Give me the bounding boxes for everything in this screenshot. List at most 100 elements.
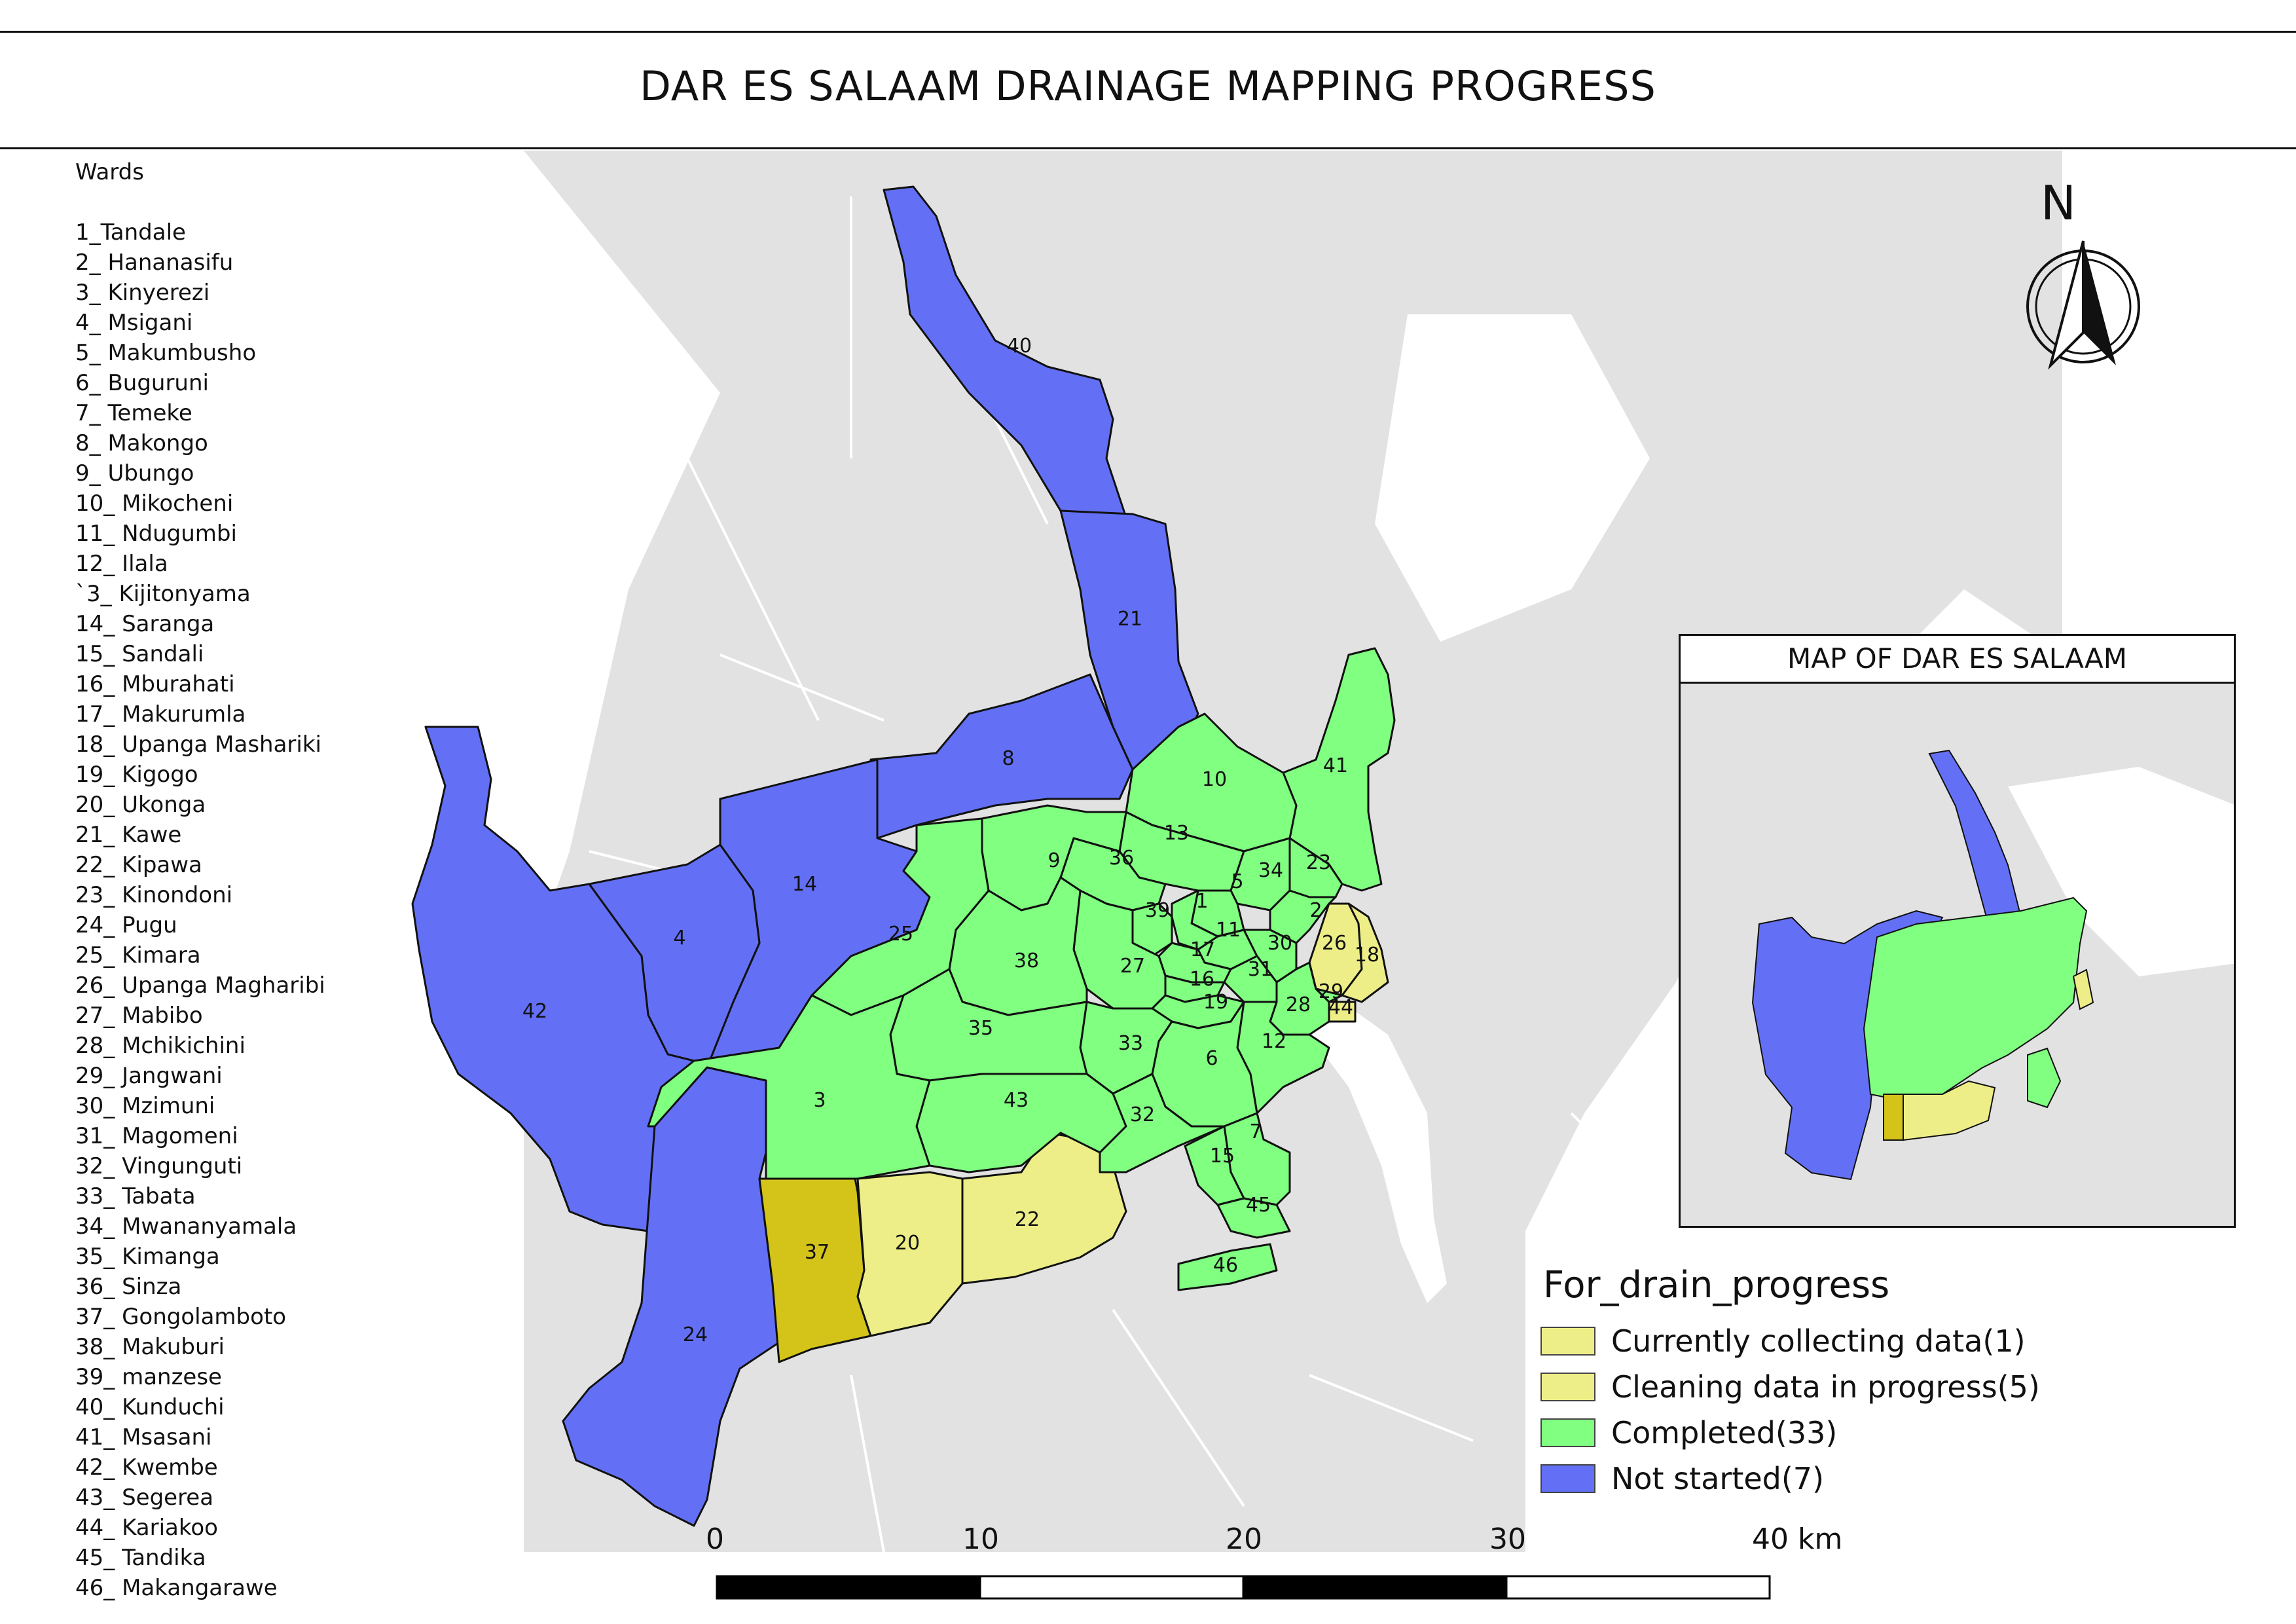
ward-list-item: 21_ Kawe [75, 822, 182, 848]
wards-panel: Wards 1_Tandale 2_ Hananasifu 3_ Kinyerezi… [75, 157, 325, 1603]
ward-list-item: 38_ Makuburi [75, 1334, 225, 1360]
ward-label-39: 39 [1145, 899, 1170, 922]
ward-list-item: 23_ Kinondoni [75, 882, 233, 908]
legend-label: Cleaning data in progress(5) [1611, 1369, 2040, 1405]
ward-list-item: 28_ Mchikichini [75, 1033, 246, 1059]
ward-label-34: 34 [1258, 859, 1283, 882]
ward-label-8: 8 [1002, 747, 1014, 770]
estuary [1309, 1002, 1447, 1303]
ward-list-item: 37_ Gongolamboto [75, 1304, 287, 1330]
ward-label-44: 44 [1328, 996, 1353, 1019]
ward-label-10: 10 [1202, 768, 1227, 791]
ward-label-18: 18 [1355, 944, 1379, 967]
ward-32 [1099, 1073, 1226, 1173]
ward-3 [647, 994, 931, 1180]
ward-label-26: 26 [1322, 932, 1347, 955]
ward-list-item: 11_ Ndugumbi [75, 521, 237, 547]
ward-label-24: 24 [683, 1323, 708, 1346]
ward-list-item: 7_ Temeke [75, 400, 192, 426]
page-title: DAR ES SALAAM DRAINAGE MAPPING PROGRESS [640, 62, 1656, 110]
ward-label-22: 22 [1015, 1208, 1040, 1231]
ward-label-15: 15 [1210, 1145, 1235, 1168]
ward-label-45: 45 [1246, 1194, 1271, 1217]
ward-list-item: 32_ Vingunguti [75, 1153, 243, 1179]
legend-label: Currently collecting data(1) [1611, 1323, 2026, 1359]
ward-list-item: 30_ Mzimuni [75, 1093, 215, 1119]
ward-list-item: 33_ Tabata [75, 1183, 196, 1209]
legend-swatch [1540, 1464, 1595, 1493]
ward-list-item: 43_ Segerea [75, 1485, 214, 1511]
ward-label-35: 35 [968, 1017, 993, 1040]
ward-40 [883, 185, 1127, 519]
ward-label-5: 5 [1231, 870, 1243, 893]
ward-label-17: 17 [1190, 938, 1215, 961]
ward-list-item: 5_ Makumbusho [75, 340, 257, 366]
ward-list-item: 31_ Magomeni [75, 1123, 238, 1149]
ward-label-42: 42 [522, 1000, 547, 1023]
ward-20 [856, 1171, 964, 1337]
background-land-sea [1375, 314, 1650, 642]
ward-list-item: 1_Tandale [75, 219, 186, 246]
ward-list-item: 19_ Kigogo [75, 762, 198, 788]
ward-29 [1308, 961, 1343, 1003]
scale-label-0: 0 [706, 1522, 724, 1556]
ward-label-1: 1 [1195, 890, 1208, 913]
north-arrow-icon [2026, 240, 2140, 370]
ward-list-item: `3_ Kijitonyama [75, 581, 251, 607]
ward-list-item: 24_ Pugu [75, 912, 177, 938]
top-rule [0, 31, 2296, 33]
ward-list-item: 42_ Kwembe [75, 1454, 218, 1481]
ward-label-31: 31 [1248, 958, 1273, 981]
ward-list-item: 39_ manzese [75, 1364, 222, 1390]
ward-label-46: 46 [1213, 1254, 1238, 1277]
ward-label-33: 33 [1118, 1032, 1143, 1055]
ward-label-12: 12 [1262, 1030, 1286, 1053]
ward-list-item: 10_ Mikocheni [75, 490, 234, 517]
ward-list-item: 2_ Hananasifu [75, 249, 234, 276]
title-rule [0, 147, 2296, 149]
ward-list-item: 46_ Makangarawe [75, 1575, 278, 1601]
ward-list-item: 14_ Saranga [75, 611, 215, 637]
ward-list-item: 3_ Kinyerezi [75, 280, 210, 306]
ward-label-13: 13 [1164, 822, 1189, 845]
ward-label-4: 4 [673, 927, 685, 950]
ward-list-item: 18_ Upanga Mashariki [75, 731, 321, 758]
ward-41 [1282, 647, 1396, 892]
ward-label-16: 16 [1190, 968, 1214, 991]
ward-list-item: 17_ Makurumla [75, 701, 246, 728]
ward-list-item: 16_ Mburahati [75, 671, 235, 697]
scale-label-20: 20 [1226, 1522, 1262, 1556]
ward-list-item: 40_ Kunduchi [75, 1394, 225, 1420]
ward-list-item: 15_ Sandali [75, 641, 204, 667]
scale-label-40: 40 km [1752, 1522, 1843, 1556]
ward-label-23: 23 [1306, 851, 1331, 874]
ward-label-7: 7 [1249, 1120, 1262, 1143]
ward-18 [1341, 902, 1389, 1003]
ward-label-29: 29 [1319, 980, 1343, 1003]
inset-map: MAP OF DAR ES SALAAM [1679, 634, 2236, 1228]
ward-2 [1269, 889, 1337, 944]
ward-label-25: 25 [888, 923, 913, 946]
ward-label-40: 40 [1007, 335, 1032, 358]
ward-label-3: 3 [813, 1089, 826, 1112]
legend: For_drain_progress Currently collecting … [1527, 1231, 2040, 1513]
ward-list-item: 4_ Msigani [75, 310, 193, 336]
ward-label-43: 43 [1004, 1089, 1029, 1112]
north-arrow-label: N [2041, 175, 2076, 231]
ward-list-item: 6_ Buguruni [75, 370, 209, 396]
ward-label-14: 14 [792, 873, 817, 896]
legend-swatch [1540, 1327, 1595, 1356]
ward-label-32: 32 [1130, 1103, 1155, 1126]
ward-45 [1216, 1197, 1291, 1239]
ward-list-item: 35_ Kimanga [75, 1244, 220, 1270]
ward-label-37: 37 [805, 1241, 829, 1264]
wards-heading: Wards [75, 159, 144, 185]
ward-list-item: 9_ Ubungo [75, 460, 194, 487]
ward-label-6: 6 [1205, 1047, 1218, 1070]
north-arrow: N [2018, 175, 2149, 388]
inset-map-graphic [1681, 682, 2234, 1226]
ward-list-item: 45_ Tandika [75, 1545, 206, 1571]
ward-label-28: 28 [1286, 993, 1311, 1016]
ward-list-item: 29_ Jangwani [75, 1063, 223, 1089]
ward-list-item: 44_ Kariakoo [75, 1515, 218, 1541]
